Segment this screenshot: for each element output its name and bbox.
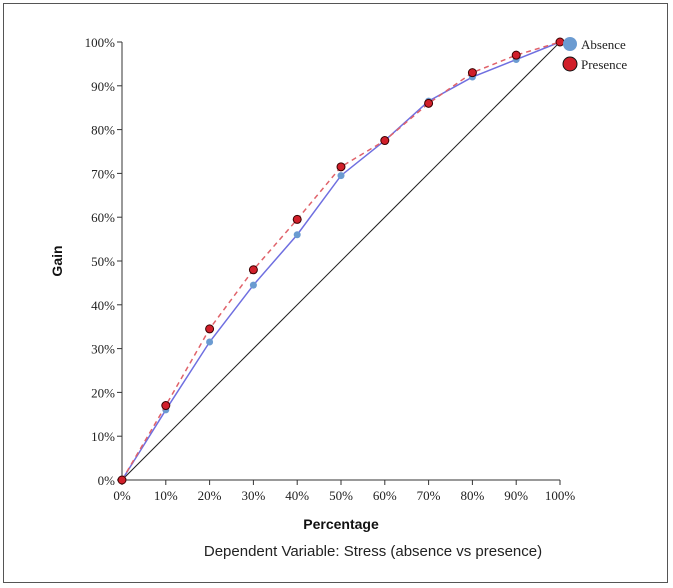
y-ticks: 0% 10% 20% 30% 40% 50% 60% 70% 80% 90% 100% xyxy=(85,35,122,488)
presence-point xyxy=(467,68,477,78)
presence-point xyxy=(117,475,127,485)
x-tick-label: 80% xyxy=(460,488,484,503)
y-tick-label: 90% xyxy=(91,79,115,94)
presence-point xyxy=(380,136,390,146)
absence-point xyxy=(206,338,214,346)
legend-label-presence: Presence xyxy=(581,57,627,72)
x-axis-title: Percentage xyxy=(303,516,379,532)
x-tick-label: 50% xyxy=(329,488,353,503)
y-tick-label: 20% xyxy=(91,385,115,400)
presence-point xyxy=(555,37,565,47)
legend-marker-absence xyxy=(563,37,577,51)
y-tick-label: 100% xyxy=(85,35,116,50)
x-ticks: 0% 10% 20% 30% 40% 50% 60% 70% 80% 90% 100% xyxy=(113,480,575,503)
presence-point xyxy=(336,162,346,172)
y-tick-label: 50% xyxy=(91,254,115,269)
presence-point xyxy=(511,50,521,60)
x-tick-label: 30% xyxy=(241,488,265,503)
chart-frame xyxy=(3,3,668,583)
presence-point xyxy=(292,214,302,224)
y-tick-label: 30% xyxy=(91,342,115,357)
absence-point xyxy=(249,281,257,289)
x-tick-label: 100% xyxy=(545,488,576,503)
presence-point xyxy=(248,265,258,275)
presence-point xyxy=(161,401,171,411)
y-tick-label: 70% xyxy=(91,166,115,181)
presence-point xyxy=(424,98,434,108)
x-tick-label: 90% xyxy=(504,488,528,503)
presence-series-line xyxy=(121,41,561,481)
y-tick-label: 40% xyxy=(91,298,115,313)
x-tick-label: 70% xyxy=(417,488,441,503)
y-tick-label: 80% xyxy=(91,123,115,138)
y-axis-title: Gain xyxy=(49,245,65,276)
legend-marker-presence xyxy=(562,56,578,72)
absence-point xyxy=(337,172,345,180)
absence-point xyxy=(293,231,301,239)
x-tick-label: 40% xyxy=(285,488,309,503)
baseline-line xyxy=(121,41,561,481)
legend-label-absence: Absence xyxy=(581,37,626,52)
presence-point xyxy=(205,324,215,334)
y-tick-label: 10% xyxy=(91,429,115,444)
legend: Absence Presence xyxy=(562,37,627,72)
x-tick-label: 10% xyxy=(154,488,178,503)
series-layer xyxy=(117,37,565,485)
x-tick-label: 0% xyxy=(113,488,131,503)
x-tick-label: 60% xyxy=(373,488,397,503)
chart-caption: Dependent Variable: Stress (absence vs p… xyxy=(204,543,542,560)
x-tick-label: 20% xyxy=(198,488,222,503)
y-tick-label: 60% xyxy=(91,210,115,225)
y-tick-label: 0% xyxy=(98,473,116,488)
